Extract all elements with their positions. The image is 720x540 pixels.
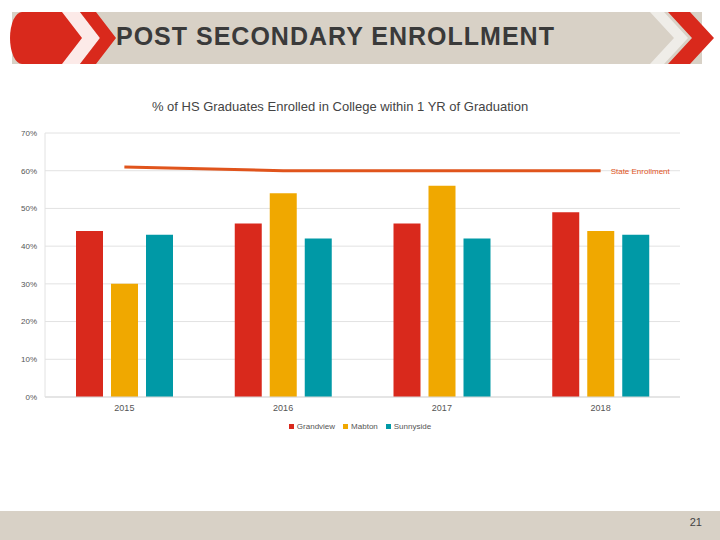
html-text:Sunnyside: Sunnyside (393, 422, 432, 431)
svg-text:50%: 50% (21, 204, 37, 213)
svg-text:2017: 2017 (432, 403, 452, 413)
html-text:Grandview: Grandview (296, 422, 336, 431)
html-text:21: 21 (689, 516, 702, 528)
svg-text:30%: 30% (21, 280, 37, 289)
html-text:Mabton: Mabton (351, 422, 378, 431)
svg-text:10%: 10% (21, 355, 37, 364)
svg-text:State Enrollment: State Enrollment (611, 167, 671, 176)
svg-text:60%: 60% (21, 167, 37, 176)
svg-text:2015: 2015 (114, 403, 134, 413)
svg-text:0%: 0% (25, 393, 37, 402)
svg-text:2018: 2018 (591, 403, 611, 413)
html-text:% of HS Graduates Enrolled in: % of HS Graduates Enrolled in College wi… (151, 99, 529, 114)
svg-text:40%: 40% (21, 242, 37, 251)
svg-text:20%: 20% (21, 317, 37, 326)
svg-text:70%: 70% (21, 129, 37, 138)
svg-text:2016: 2016 (273, 403, 293, 413)
html-text:POST SECONDARY ENROLLMENT: POST SECONDARY ENROLLMENT (116, 22, 555, 50)
